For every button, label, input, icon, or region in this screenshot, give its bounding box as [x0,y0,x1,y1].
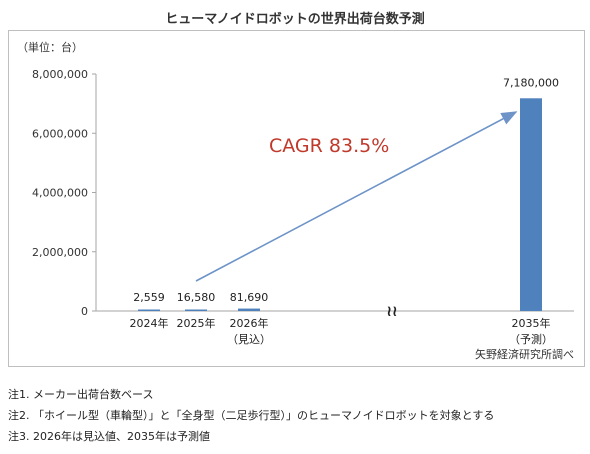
notes: 注1. メーカー出荷台数ベース 注2. 「ホイール型（車輪型）」と「全身型（二足… [8,384,494,447]
cagr-arrow [195,111,518,282]
y-tick-label: 0 [81,305,88,318]
cagr-label: CAGR 83.5% [269,135,389,157]
source-label: 矢野経済研究所調べ [475,348,574,361]
bar [185,309,207,311]
x-tick-label: 2026年 [230,316,269,330]
note-2: 注2. 「ホイール型（車輪型）」と「全身型（二足歩行型）」のヒューマノイドロボッ… [8,409,495,422]
bar [238,308,260,311]
chart-frame: （単位：台） 0 2,000,000 4,000,000 6,000,000 8,000… [8,30,585,367]
data-label: 81,690 [230,291,269,304]
bar [138,309,160,311]
x-tick-label: 2024年 [130,316,169,330]
x-tick-label: （予測） [509,332,553,346]
bar-chart: 0 2,000,000 4,000,000 6,000,000 8,000,000 2,5… [32,68,574,346]
data-label: 16,580 [177,291,216,304]
chart-title: ヒューマノイドロボットの世界出荷台数予測 [165,12,425,27]
note-1: 注1. メーカー出荷台数ベース [8,388,154,401]
bar [520,98,542,311]
unit-label: （単位：台） [17,41,83,54]
x-tick-label: （見込） [227,333,271,346]
note-3: 注3. 2026年は見込値、2035年は予測値 [8,430,210,443]
y-tick-label: 2,000,000 [32,246,88,259]
y-tick-label: 4,000,000 [32,187,88,200]
x-tick-label: 2035年 [512,316,551,330]
axis-break-mark: ≀≀ [386,302,397,320]
data-label: 7,180,000 [503,76,559,89]
data-label: 2,559 [133,291,165,304]
y-tick-label: 8,000,000 [32,68,88,81]
x-tick-label: 2025年 [177,316,216,330]
y-tick-label: 6,000,000 [32,127,88,140]
